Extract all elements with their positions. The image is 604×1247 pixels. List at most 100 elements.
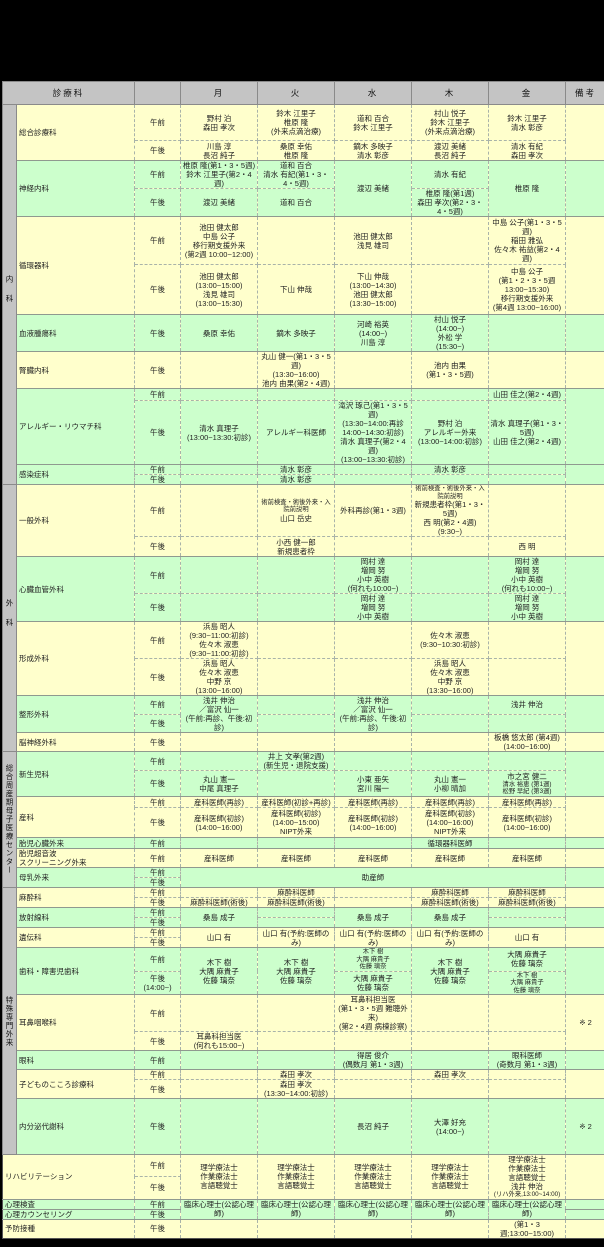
schedule-cell (412, 537, 489, 557)
schedule-cell: 麻酔科医師 (489, 888, 566, 898)
cell-line: 清水 彰彦 (259, 465, 333, 474)
cell-line: (9:30~11:00:初診) (182, 631, 256, 640)
cell-line: (15:30~) (413, 342, 487, 351)
cell-line: 言語聴覚士 (413, 1181, 487, 1190)
schedule-cell (258, 838, 335, 849)
cell-line: 午前 (136, 571, 179, 580)
schedule-cell: 森田 孝次 (412, 1070, 489, 1080)
schedule-cell: 清水 彰彦 (412, 465, 489, 475)
schedule-row: 感染症科午前清水 彰彦清水 彰彦 (3, 465, 604, 475)
cell-line: 鈴木 江里子 (413, 118, 487, 127)
schedule-cell: 産科医師(初診+再診) (258, 797, 335, 808)
department-cell: 新生児科 (17, 752, 135, 797)
cell-line: 道和 百合 (336, 114, 410, 123)
cell-line: 新規患者枠 (259, 547, 333, 556)
department-cell: 遺伝科 (17, 928, 135, 948)
schedule-cell (412, 714, 489, 733)
schedule-cell: 浜島 昭人佐々木 淑恵中野 京(13:30~16:00) (412, 659, 489, 696)
time-cell: 午前 (135, 948, 181, 972)
remark-cell: ※ 2 (566, 995, 604, 1051)
schedule-cell: 大隅 麻貴子佐藤 璃奈 (335, 971, 412, 995)
group-label: 総合周産期母子医療センター (3, 752, 17, 888)
cell-line: 清水 真理子(第1・3・5週) (490, 419, 564, 437)
cell-line: 作業療法士 (413, 1172, 487, 1181)
department-cell: 感染症科 (17, 465, 135, 485)
time-cell: 午後 (135, 898, 181, 908)
schedule-row: 脳神経外科午後板橋 悠太郎 (第4週)(14:00~16:00) (3, 733, 604, 752)
schedule-cell: 麻酔科医師 (258, 888, 335, 898)
schedule-cell (335, 659, 412, 696)
schedule-cell: 中島 公子(第1・2・3・5週 13:00~15:30)移行期支援外来(第4週 … (489, 265, 566, 315)
schedule-cell (489, 1099, 566, 1155)
cell-line: 佐々木 淑恵 (413, 631, 487, 640)
schedule-cell (181, 465, 258, 475)
group-label: 内科 (3, 105, 17, 485)
schedule-cell: 理学療法士作業療法士言語聴覚士浅井 伸治(リハ外来,13:00~14:00) (489, 1155, 566, 1200)
schedule-cell: 術前検査・術後外来・入院前説明新規患者枠(第1・3・5週)西 明(第2・4週)(… (412, 485, 489, 537)
schedule-cell (335, 838, 412, 849)
cell-line: 産科医師(初診+再診) (259, 798, 333, 807)
schedule-cell: 理学療法士作業療法士言語聴覚士 (335, 1155, 412, 1200)
department-cell: 耳鼻咽喉科 (17, 995, 135, 1051)
cell-line: 道和 百合 (259, 198, 333, 207)
cell-line: 長沼 純子 (413, 151, 487, 160)
schedule-cell (181, 594, 258, 622)
schedule-cell: 中島 公子(第1・3・5週)稲田 雅弘佐々木 祐益(第2・4週) (489, 217, 566, 265)
cell-line: 増岡 努 (336, 566, 410, 575)
cell-line: 午前 (136, 390, 179, 399)
cell-line: 午後 (136, 938, 179, 947)
cell-line: 木下 樹 (336, 948, 410, 956)
cell-line: 鈴木 江里子(第2・4週) (182, 170, 256, 188)
time-cell: 午後 (135, 189, 181, 217)
department-cell: 予防接種 (3, 1219, 135, 1238)
cell-line: 下山 伸哉 (259, 285, 333, 294)
schedule-cell: 麻酔科医師 (412, 888, 489, 898)
cell-line: 午前 (136, 908, 179, 917)
time-cell: 午後 (135, 771, 181, 797)
cell-line: (13:00~16:00) (182, 686, 256, 695)
cell-line: 鈴木 江里子 (336, 123, 410, 132)
schedule-cell: 鈴木 江里子清水 彰彦 (489, 105, 566, 141)
cell-line: 増岡 努 (490, 603, 564, 612)
cell-line: (第1・3・5週 難聴外来) (336, 1004, 410, 1022)
schedule-cell: 麻酔科医師(術後) (181, 898, 258, 908)
remark-cell (566, 948, 604, 995)
cell-line: 午前 (136, 1056, 179, 1065)
schedule-cell: 木下 樹大隅 麻貴子佐藤 璃奈 (489, 971, 566, 995)
schedule-row: 内科総合診療科午前野村 泊森田 孝次鈴木 江里子椎原 隆(外来点滴治療)道和 百… (3, 105, 604, 141)
schedule-cell: 渡辺 美緒長沼 純子 (412, 141, 489, 161)
cell-line: 森田 孝次 (259, 1080, 333, 1089)
schedule-cell: 木下 樹大隅 麻貴子佐藤 璃奈 (335, 948, 412, 972)
schedule-cell: 野村 泊アレルギー外来(13:00~14:00:初診) (412, 401, 489, 465)
cell-line: (14:00~16:00) (336, 823, 410, 832)
remark-cell (566, 315, 604, 352)
schedule-cell: 市之宮 健二清水 裕恵 (第1週)松野 早紀 (第3週) (489, 771, 566, 797)
department-cell: 胎児心臓外来 (17, 838, 135, 849)
remark-cell (566, 868, 604, 888)
cell-line: 中島 公子 (182, 232, 256, 241)
cell-line: ／富沢 仙一 (336, 705, 410, 714)
schedule-cell (258, 995, 335, 1032)
cell-line: (新生児・退院支援) (259, 761, 333, 770)
cell-line: 長沼 純子 (182, 151, 256, 160)
schedule-cell: 理学療法士作業療法士言語聴覚士 (258, 1155, 335, 1200)
time-cell: 午後 (135, 808, 181, 838)
schedule-cell (258, 908, 335, 918)
schedule-cell (412, 594, 489, 622)
schedule-cell: 椎原 隆 (489, 161, 566, 217)
cell-line: 渡辺 美緒 (336, 184, 410, 193)
cell-line: 産科医師(再診) (336, 798, 410, 807)
schedule-cell: 理学療法士作業療法士言語聴覚士 (181, 1155, 258, 1200)
schedule-cell: 麻酔科医師(術後) (489, 898, 566, 908)
remark-cell (566, 465, 604, 485)
cell-line: 西 明 (490, 542, 564, 551)
cell-line: 午前 (136, 757, 179, 766)
cell-line: (9:30~11:00:初診) (182, 649, 256, 658)
time-cell: 午後 (135, 918, 181, 928)
cell-line: 池田 健太郎 (182, 223, 256, 232)
cell-line: 午後 (136, 1085, 179, 1094)
schedule-cell (489, 475, 566, 485)
schedule-cell (412, 995, 489, 1032)
cell-line: 午後 (136, 779, 179, 788)
cell-line: NIPT外来 (259, 827, 333, 836)
